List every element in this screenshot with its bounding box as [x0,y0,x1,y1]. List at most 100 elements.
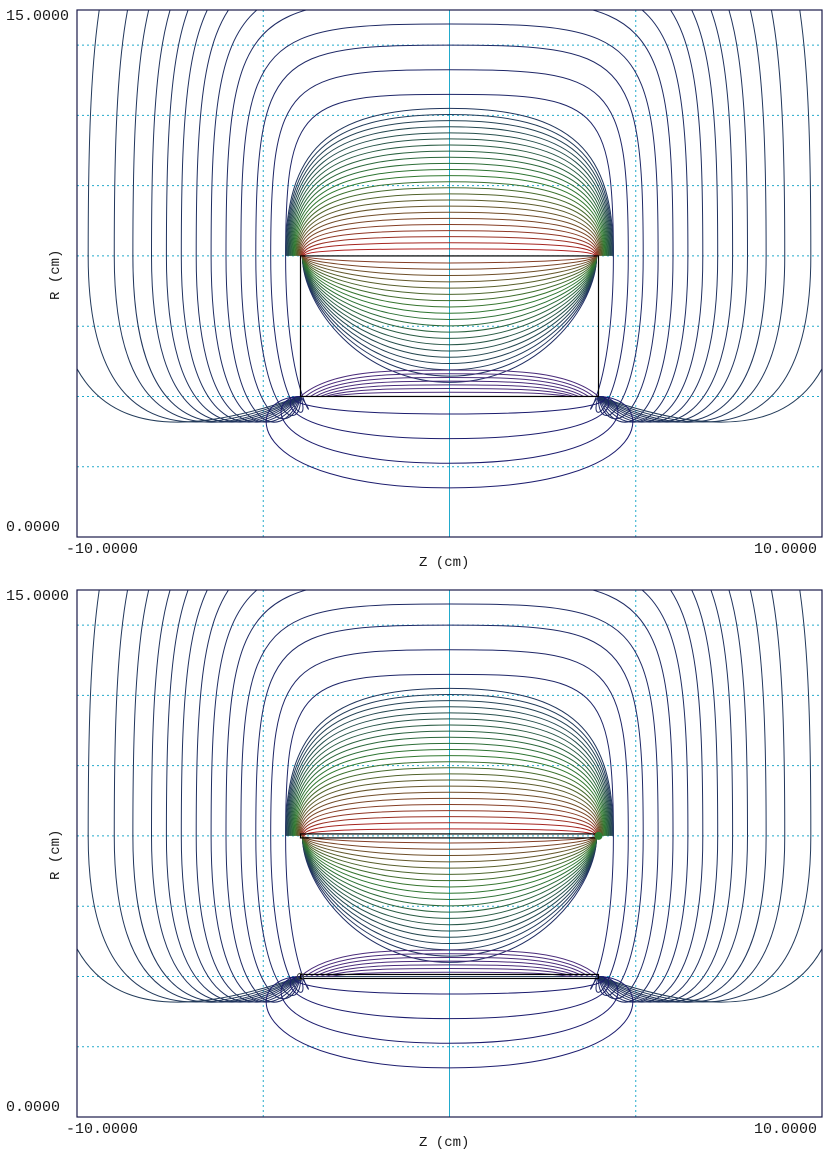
lower-plate-contour [330,971,569,977]
inner-bowl-contour [301,255,598,358]
inner-bowl-contour [301,255,598,321]
outer-contour [195,590,704,1003]
upper-arch-contour [287,126,612,256]
outer-contour [240,23,659,420]
inner-bowl-contour [301,835,598,963]
top-r-min-tick: 0.0000 [6,519,61,536]
inner-bowl-contour [301,835,598,919]
inner-bowl-contour [301,835,598,875]
bottom-plot-canvas[interactable] [0,580,839,1160]
electrode-structure [299,255,600,398]
grid-lines [77,10,822,537]
upper-arch-contour [294,755,605,836]
lower-plate-contour [300,369,599,397]
below-plate-contour [289,395,610,440]
inner-bowl-contour [301,835,598,857]
lower-plate-contour [300,949,599,977]
top-r-axis-label: R (cm) [48,249,64,300]
outer-contour [165,10,734,423]
outer-contour [240,603,659,1000]
bottom-z-max-tick: 10.0000 [754,1121,818,1138]
lower-plate-contour [325,968,574,977]
lower-plate-contour [305,373,594,397]
outer-contour [77,367,822,423]
top-z-axis-label: Z (cm) [419,555,470,571]
inner-bowl-contour [301,255,598,295]
outer-contour [255,44,644,416]
top-contour-plot: 15.0000 0.0000 -10.0000 10.0000 Z (cm) R… [0,0,839,580]
filled-marker-dot [594,831,603,840]
upper-arch-contour [303,828,596,837]
lower-plate-contour [315,960,584,977]
open-marker-dot [296,972,305,981]
upper-arch-contour [295,187,604,256]
outer-contour [77,947,822,1003]
upper-arch-contour [289,724,610,836]
inner-bowl-contour [301,835,598,926]
upper-arch-contour [288,132,611,256]
equipotential-contours [77,10,822,489]
upper-arch-contour [297,199,602,256]
upper-arch-contour [293,168,606,256]
top-plot-canvas[interactable] [0,0,839,580]
inner-bowl-contour [301,255,598,352]
upper-arch-contour [296,193,603,256]
inner-bowl-contour [301,255,598,289]
upper-arch-contour [295,767,604,836]
upper-arch-contour [285,687,614,836]
bottom-r-axis-label: R (cm) [48,829,64,880]
top-z-max-tick: 10.0000 [754,541,818,558]
upper-arch-contour [302,822,597,837]
upper-arch-contour [296,773,603,836]
lower-plate-contour [330,391,569,397]
upper-arch-contour [298,785,601,836]
inner-bowl-contour [301,255,598,308]
lower-plate-contour [320,964,579,977]
upper-arch-contour [289,144,610,256]
outer-contour [150,10,749,423]
upper-arch-contour [292,162,607,256]
inner-bowl-contour [301,255,598,283]
inner-bowl-contour [301,835,598,932]
lower-plate-contour [320,384,579,397]
outer-contour [132,10,767,423]
inner-bowl-contour [301,255,598,270]
plot-frame [76,9,823,538]
upper-arch-contour [291,156,608,256]
electrode-rectangle [299,255,600,398]
upper-arch-contour [298,791,601,836]
upper-arch-contour [294,181,605,256]
top-z-min-tick: -10.0000 [66,541,139,558]
upper-arch-contour [289,718,610,836]
upper-arch-contour [300,223,599,256]
outer-contour [180,10,719,423]
top-r-max-tick: 15.0000 [6,8,70,25]
outer-contour [113,10,786,423]
bottom-r-max-tick: 15.0000 [6,588,70,605]
upper-arch-contour [293,748,606,836]
below-plate-contour [265,975,634,1069]
upper-arch-contour [297,779,602,836]
inner-bowl-contour [301,835,598,869]
outer-contour [270,649,629,993]
grid-lines [77,590,822,1117]
upper-arch-contour [303,248,596,257]
upper-arch-contour [298,205,601,256]
below-plate-contour [280,395,619,464]
upper-arch-contour [286,120,613,256]
upper-arch-contour [285,693,614,836]
below-plate-contour [289,975,610,1020]
inner-bowl-contour [301,255,598,302]
upper-arch-contour [288,712,611,836]
inner-bowl-contour [301,835,598,894]
inner-bowl-contour [301,835,598,863]
outer-contour [195,10,704,423]
upper-arch-contour [285,107,614,256]
outer-contour [225,10,674,423]
inner-bowl-contour [301,835,598,907]
outer-contour [150,590,749,1003]
upper-arch-contour [291,736,608,836]
below-plate-contour [280,975,619,1044]
outer-contour [180,590,719,1003]
